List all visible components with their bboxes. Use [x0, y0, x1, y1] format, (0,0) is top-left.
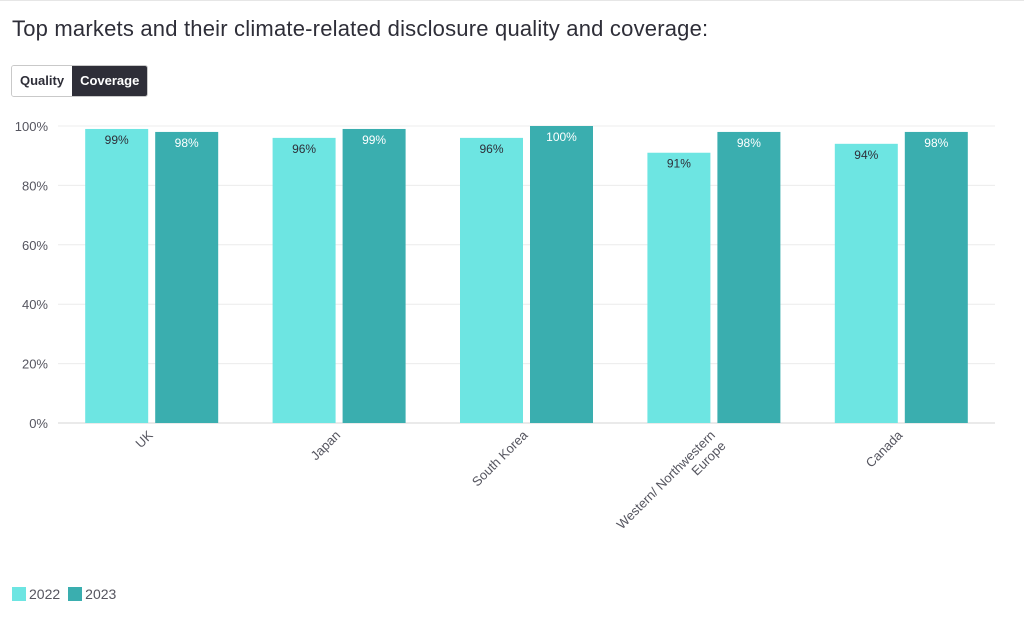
bar-2022	[85, 129, 148, 423]
data-label-2022: 96%	[479, 142, 503, 156]
legend-swatch-2022	[12, 587, 26, 601]
data-label-2023: 98%	[924, 136, 948, 150]
data-label-2023: 100%	[546, 130, 577, 144]
legend-swatch-2023	[68, 587, 82, 601]
data-label-2023: 99%	[362, 133, 386, 147]
bar-2022	[647, 153, 710, 423]
data-label-2023: 98%	[737, 136, 761, 150]
bar-2023	[717, 132, 780, 423]
data-label-2022: 94%	[854, 148, 878, 162]
x-tick-label: Japan	[308, 428, 344, 464]
legend-label-2022: 2022	[29, 586, 60, 602]
y-tick-label: 20%	[22, 357, 48, 372]
y-tick-label: 100%	[15, 119, 49, 134]
data-label-2022: 91%	[667, 157, 691, 171]
bar-2022	[273, 138, 336, 423]
data-label-2022: 99%	[105, 133, 129, 147]
data-label-2022: 96%	[292, 142, 316, 156]
y-tick-label: 60%	[22, 238, 48, 253]
bar-2023	[530, 126, 593, 423]
legend-label-2023: 2023	[85, 586, 116, 602]
bar-2023	[343, 129, 406, 423]
data-label-2023: 98%	[175, 136, 199, 150]
y-tick-label: 80%	[22, 178, 48, 193]
x-tick-label: Canada	[863, 427, 906, 470]
y-tick-label: 0%	[29, 416, 48, 431]
x-tick-label: UK	[132, 427, 156, 451]
x-tick-label: Western/ NorthwesternEurope	[614, 428, 729, 543]
bar-2023	[905, 132, 968, 423]
bar-2022	[835, 144, 898, 423]
bar-2023	[155, 132, 218, 423]
y-tick-label: 40%	[22, 297, 48, 312]
bar-2022	[460, 138, 523, 423]
chart-legend: 2022 2023	[12, 586, 116, 602]
x-tick-label: South Korea	[469, 427, 531, 489]
legend-item-2022[interactable]: 2022	[12, 586, 60, 602]
legend-item-2023[interactable]: 2023	[68, 586, 116, 602]
